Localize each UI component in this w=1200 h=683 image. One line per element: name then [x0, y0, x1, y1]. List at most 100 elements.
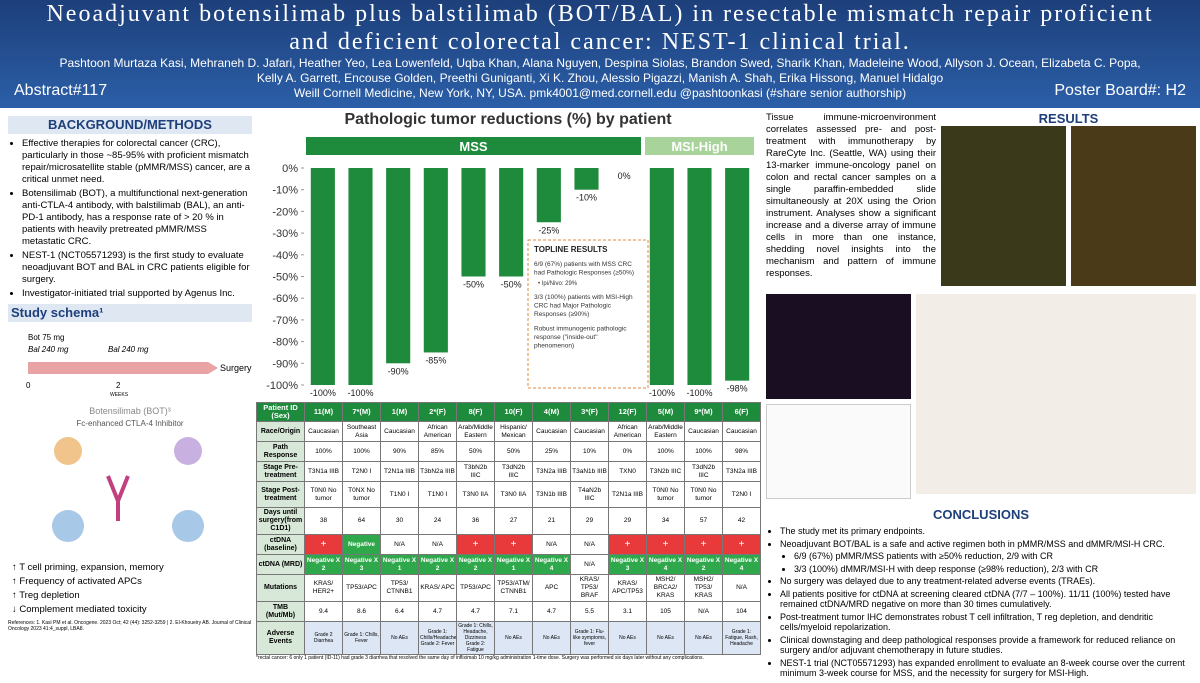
row-label: Adverse Events — [256, 621, 305, 655]
bar — [687, 168, 712, 385]
heading: BACKGROUND/METHODS — [8, 116, 252, 134]
table-cell: T0NX No tumor — [342, 481, 381, 508]
bullet: NEST-1 trial (NCT05571293) has expanded … — [780, 658, 1196, 679]
table-cell: MSH2/ BRCA2/ KRAS — [646, 574, 685, 602]
row-label: Race/Origin — [256, 421, 305, 442]
table-cell: 25% — [532, 441, 571, 462]
table-cell: 24 — [418, 507, 457, 535]
table-cell: 100% — [684, 441, 723, 462]
table-cell: 8.6 — [342, 601, 381, 622]
label: Surgery — [220, 363, 252, 373]
table-cell: T2N0 I — [342, 461, 381, 482]
table-cell: APC — [532, 574, 571, 602]
table-cell: 9.4 — [304, 601, 343, 622]
bullet: Investigator-initiated trial supported b… — [22, 288, 252, 300]
label: Botensilimab (BOT)³ — [89, 406, 171, 416]
table-cell: Negative X 1 — [380, 554, 419, 575]
table-cell: KRAS/ TP53/ BRAF — [570, 574, 609, 602]
chart: Pathologic tumor reductions (%) by patie… — [266, 111, 754, 398]
table-cell: T3N2a IIIB — [722, 461, 761, 482]
y-tick-label: -50% — [272, 272, 298, 284]
bar — [348, 168, 373, 385]
table-cell: Negative X 4 — [722, 554, 761, 575]
callout-text: Robust immunogenic pathologic response ("… — [534, 326, 627, 350]
table-cell: TXN0 — [608, 461, 647, 482]
table-cell: Negative X 1 — [494, 554, 533, 575]
table-cell: 98% — [722, 441, 761, 462]
header: Neoadjuvant botensilimab plus balstilima… — [0, 0, 1200, 108]
y-tick-label: -60% — [272, 293, 298, 305]
bullet: All patients positive for ctDNA at scree… — [780, 589, 1196, 610]
bullet: Clinical downstaging and deep pathologic… — [780, 635, 1196, 656]
table-header: 1(M) — [380, 402, 419, 422]
table-cell: No AEs — [684, 621, 723, 655]
table-cell: 104 — [722, 601, 761, 622]
y-tick-label: -20% — [272, 206, 298, 218]
table-header: 10(F) — [494, 402, 533, 422]
table-cell: 5.5 — [570, 601, 609, 622]
table-cell: No AEs — [608, 621, 647, 655]
board-number: Poster Board#: H2 — [1054, 82, 1186, 99]
affiliation: Weill Cornell Medicine, New York, NY, US… — [293, 86, 907, 100]
bullet: The study met its primary endpoints. — [780, 526, 1196, 537]
table-cell: TP53/ CTNNB1 — [380, 574, 419, 602]
table-row: ctDNA (MRD) Negative X 2 Negative X 3 Negat… — [256, 554, 761, 575]
table-cell: 29 — [570, 507, 609, 535]
table-cell: Arab/Middle Eastern — [456, 421, 495, 442]
table-cell: African American — [608, 421, 647, 442]
value-label: -98% — [727, 384, 748, 394]
bar — [649, 168, 674, 385]
table-cell: Grade 1: Chills/Headache Grade 2: Fever — [418, 621, 457, 655]
table-cell: T3N2a IIIB — [532, 461, 571, 482]
table-cell: Negative X 4 — [532, 554, 571, 575]
row-label: Stage Post-treatment — [256, 481, 305, 508]
table-cell: 21 — [532, 507, 571, 535]
authors: Kelly A. Garrett, Encouse Golden, Preeth… — [256, 71, 944, 85]
table-header: Patient ID (Sex) — [256, 402, 305, 422]
table-cell: T2N1a IIIB — [608, 481, 647, 508]
table-cell: + — [304, 534, 343, 555]
table-cell: T3bN2b IIIC — [456, 461, 495, 482]
row-label: Path Response — [256, 441, 305, 462]
table-cell: T0N0 No tumor — [684, 481, 723, 508]
table-cell: Grade 2 Diarrhea — [304, 621, 343, 655]
table-cell: T2N1a IIIB — [380, 461, 419, 482]
table-cell: TP53/APC — [456, 574, 495, 602]
table-cell: Negative X 2 — [304, 554, 343, 575]
table-cell: 100% — [304, 441, 343, 462]
bar — [386, 168, 411, 364]
bullet-list: ↑ T cell priming, expansion, memory ↑ Fre… — [8, 562, 252, 616]
table-cell: Grade 1: Chills, Fever — [342, 621, 381, 655]
label: Fc-enhanced CTLA-4 Inhibitor — [76, 419, 184, 428]
table-cell: Southeast Asia — [342, 421, 381, 442]
table-cell: T1N0 I — [418, 481, 457, 508]
callout-text: 3/3 (100%) patients with MSI-High CRC had… — [534, 294, 633, 318]
table-row: Adverse Events Grade 2 Diarrhea Grade 1: C… — [256, 621, 761, 655]
table-header: 12(F) — [608, 402, 647, 422]
value-label: -100% — [347, 388, 373, 398]
table-cell: No AEs — [494, 621, 533, 655]
chart-title: Pathologic tumor reductions (%) by patie… — [344, 111, 672, 128]
cell — [172, 510, 204, 542]
table-cell: T3dN2b IIIC — [684, 461, 723, 482]
table-cell: T3N1b IIIB — [532, 481, 571, 508]
table-cell: 85% — [418, 441, 457, 462]
table-cell: 4.7 — [532, 601, 571, 622]
table-row: Mutations KRAS/ HER2+ TP53/APC TP53/ CTNNB1… — [256, 574, 761, 602]
table-cell: + — [722, 534, 761, 555]
table-cell: 27 — [494, 507, 533, 535]
image — [941, 126, 1066, 286]
table-cell: N/A — [532, 534, 571, 555]
table-cell: 6.4 — [380, 601, 419, 622]
table-cell: Negative X 2 — [684, 554, 723, 575]
bar — [536, 168, 561, 223]
table-cell: Hispanic/ Mexican — [494, 421, 533, 442]
heading: CONCLUSIONS — [932, 507, 1030, 522]
table-row: Patient ID (Sex) 11(M) 7*(M) 1(M) 2*(F) 8(F) 1… — [256, 402, 761, 422]
callout-text: • Ipi/Nivo: 29% — [538, 281, 578, 287]
table-cell: T3aN1b IIIB — [570, 461, 609, 482]
table-cell: T3N0 IIA — [494, 481, 533, 508]
bullet: Post-treatment tumor IHC demonstrates ro… — [780, 612, 1196, 633]
cell — [52, 510, 84, 542]
image — [766, 294, 911, 399]
